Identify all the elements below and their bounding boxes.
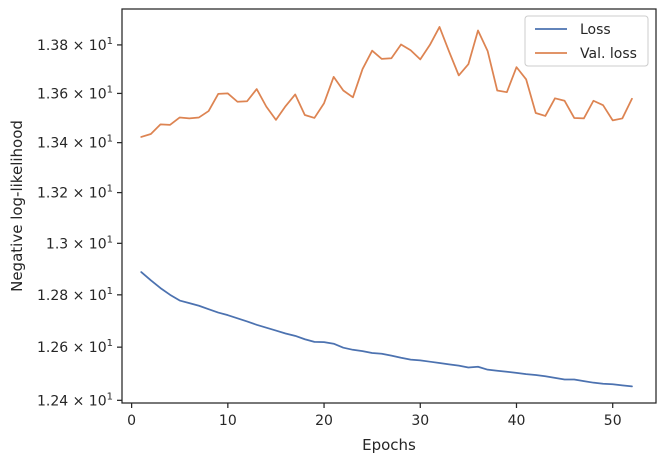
plot-frame xyxy=(121,8,657,404)
y-tick-label: 1.32 × 101 xyxy=(37,184,113,202)
y-tick-label: 1.36 × 101 xyxy=(37,84,113,102)
series-line-loss xyxy=(140,271,633,388)
y-axis-label: Negative log-likelihood xyxy=(8,120,26,292)
x-axis: 0 10 20 30 40 50 xyxy=(127,403,622,429)
x-tick-label: 0 xyxy=(127,413,136,429)
y-tick-label: 1.28 × 101 xyxy=(37,286,113,304)
y-tick-label: 1.3 × 101 xyxy=(46,234,113,252)
series-line-val-loss xyxy=(140,26,633,138)
x-tick-label: 10 xyxy=(219,413,237,429)
y-tick-label: 1.38 × 101 xyxy=(37,36,113,54)
legend-label-loss: Loss xyxy=(580,22,611,38)
y-axis: 1.24 × 101 1.26 × 101 1.28 × 101 1.3 × 101 1… xyxy=(37,36,122,409)
y-tick-label: 1.24 × 101 xyxy=(37,391,113,409)
series-layer xyxy=(140,26,633,388)
legend: Loss Val. loss xyxy=(524,15,649,67)
y-tick-label: 1.26 × 101 xyxy=(37,338,113,356)
x-tick-label: 50 xyxy=(604,413,622,429)
y-tick-label: 1.34 × 101 xyxy=(37,134,113,152)
x-tick-label: 30 xyxy=(411,413,429,429)
x-axis-label: Epochs xyxy=(362,436,416,454)
x-tick-label: 20 xyxy=(315,413,333,429)
legend-label-val-loss: Val. loss xyxy=(580,46,637,62)
x-tick-label: 40 xyxy=(508,413,526,429)
